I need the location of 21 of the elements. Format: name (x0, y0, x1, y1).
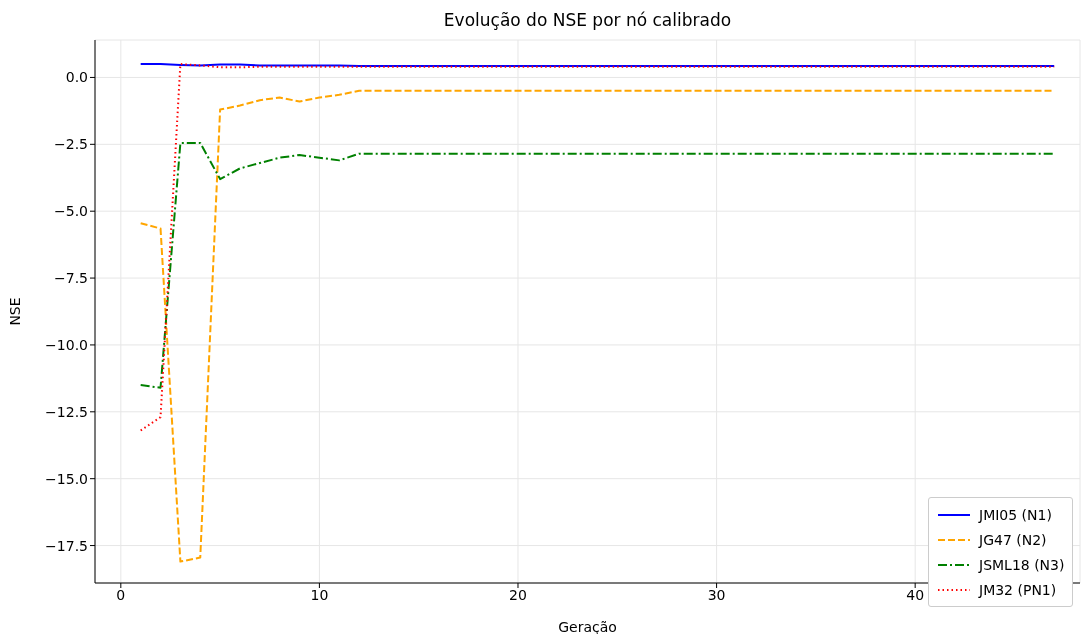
legend-label: JSML18 (N3) (979, 556, 1065, 573)
y-tick-label: −15.0 (45, 470, 88, 487)
chart-title: Evolução do NSE por nó calibrado (442, 10, 733, 30)
x-axis-title: Geração (558, 619, 617, 634)
legend-label: JMI05 (N1) (979, 506, 1052, 523)
legend-label: JM32 (PN1) (979, 581, 1057, 598)
legend-label: JG47 (N2) (979, 531, 1047, 548)
y-tick-label: −12.5 (45, 403, 88, 420)
x-tick-label: 40 (906, 586, 925, 603)
y-tick-label: −2.5 (54, 136, 88, 153)
x-tick-label: 20 (509, 586, 527, 603)
y-tick-label: −17.5 (45, 537, 88, 554)
y-tick-label: −7.5 (54, 270, 88, 287)
y-axis-title: NSE (6, 297, 23, 326)
x-tick-label: 30 (707, 586, 726, 603)
line-series (139, 141, 1056, 389)
x-tick-label: 10 (310, 586, 329, 603)
y-tick-label: −5.0 (54, 203, 88, 220)
y-tick-label: −10.0 (45, 336, 88, 353)
y-tick-label: 0.0 (65, 69, 88, 86)
x-tick-label: 0 (116, 586, 126, 603)
